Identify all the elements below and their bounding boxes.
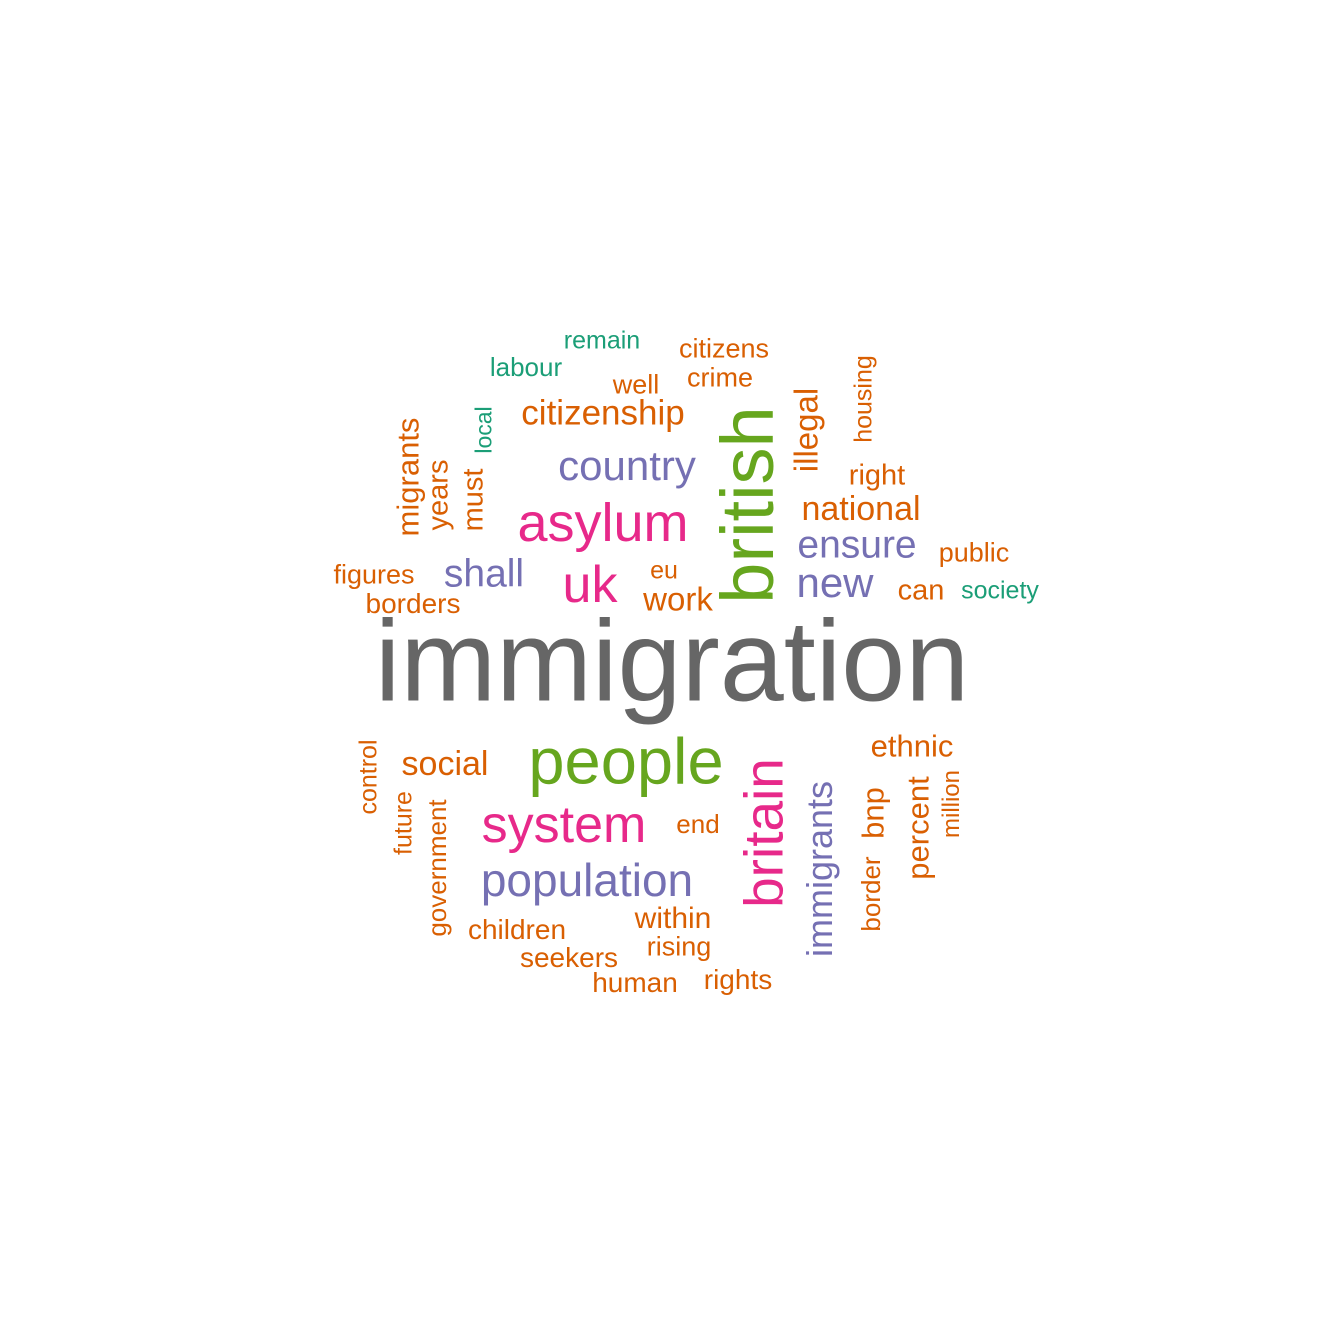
word-within: within — [634, 902, 712, 935]
word-eu: eu — [650, 556, 678, 585]
word-figures: figures — [333, 559, 415, 590]
word-borders: borders — [365, 588, 461, 619]
word-bnp: bnp — [855, 787, 891, 839]
word-population: population — [480, 854, 694, 906]
word-new: new — [796, 559, 874, 606]
word-citizenship: citizenship — [521, 393, 685, 433]
word-immigration: immigration — [374, 597, 970, 726]
word-immigrants: immigrants — [799, 780, 840, 958]
word-rights: rights — [703, 964, 773, 995]
word-social: social — [401, 745, 489, 783]
word-shall: shall — [443, 552, 525, 596]
word-britain: britain — [732, 758, 795, 908]
word-ethnic: ethnic — [870, 728, 954, 764]
word-system: system — [481, 796, 647, 854]
word-years: years — [422, 459, 455, 531]
word-must: must — [457, 468, 490, 532]
word-uk: uk — [562, 556, 618, 614]
word-control: control — [354, 739, 383, 815]
word-migrants: migrants — [390, 417, 426, 537]
word-million: million — [938, 769, 965, 839]
word-can: can — [897, 574, 945, 607]
word-work: work — [643, 580, 713, 618]
word-border: border — [856, 856, 886, 932]
word-future: future — [389, 791, 418, 855]
word-housing: housing — [849, 355, 878, 443]
word-rising: rising — [646, 931, 712, 962]
word-local: local — [470, 406, 497, 454]
word-children: children — [467, 914, 567, 945]
word-well: well — [612, 369, 660, 400]
word-society: society — [961, 576, 1039, 605]
word-labour: labour — [489, 352, 563, 382]
word-seekers: seekers — [519, 942, 619, 973]
word-ensure: ensure — [797, 523, 917, 567]
word-right: right — [848, 459, 906, 492]
word-country: country — [558, 442, 696, 489]
word-illegal: illegal — [787, 387, 825, 473]
word-human: human — [592, 967, 678, 998]
word-percent: percent — [900, 776, 936, 880]
word-crime: crime — [687, 362, 753, 393]
word-end: end — [676, 809, 720, 839]
word-british: british — [706, 406, 789, 604]
word-national: national — [801, 490, 921, 528]
word-citizens: citizens — [678, 333, 770, 364]
word-government: government — [422, 799, 452, 937]
word-asylum: asylum — [517, 493, 689, 553]
word-remain: remain — [563, 326, 641, 355]
word-public: public — [938, 537, 1010, 568]
word-people: people — [528, 724, 724, 798]
